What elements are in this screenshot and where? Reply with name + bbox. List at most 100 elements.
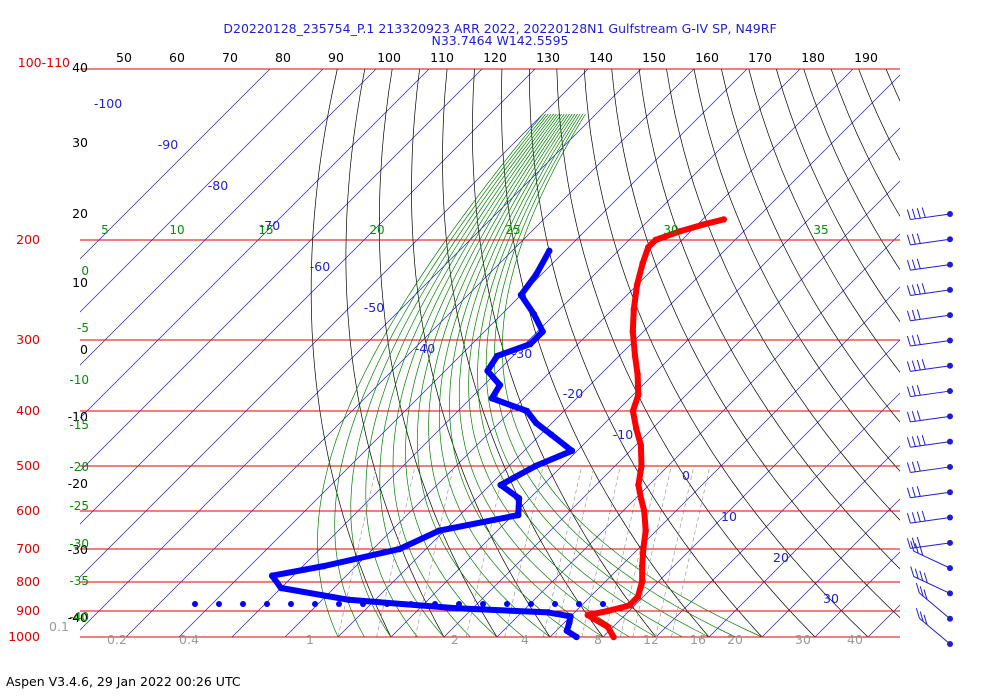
wind-barb-flag: [916, 359, 921, 371]
left-green-label: -10: [69, 373, 89, 387]
pressure-label: 900: [16, 603, 40, 618]
isotherm-line: [814, 551, 900, 638]
left-black-label: 10: [72, 275, 88, 290]
wind-barb-shaft: [910, 390, 951, 398]
temperature-profile-point: [720, 216, 727, 223]
wind-barb-flag: [906, 335, 911, 347]
mixing-ratio-line: [581, 465, 621, 638]
wind-barb-flag: [914, 568, 919, 579]
dry-adiabat-line: [442, 68, 604, 638]
temperature-profile-point: [633, 425, 640, 433]
wind-barb-shaft: [910, 289, 951, 296]
isotherm-line: [655, 392, 900, 638]
left-green-label: -35: [69, 574, 89, 588]
temperature-profile-point: [631, 352, 639, 360]
grid-lines: [80, 68, 900, 638]
wind-barbs: [906, 207, 953, 647]
top-tick-label: 190: [854, 50, 878, 65]
wind-barb-flag: [911, 436, 916, 447]
wind-barb-flag: [911, 512, 916, 523]
software-footer: Aspen V3.4.6, 29 Jan 2022 00:26 UTC: [6, 674, 241, 689]
moist-adiabat-line: [417, 113, 562, 638]
wind-barb-flag: [919, 611, 924, 622]
dewpoint-sample-point: [456, 601, 462, 607]
moist-adiabat-line: [392, 113, 557, 638]
pressure-label: 600: [16, 503, 40, 518]
top-tick-label: 180: [801, 50, 825, 65]
wind-barb-flag: [911, 360, 916, 371]
moist-adiabat-line: [405, 113, 560, 638]
mixing-ratio-label: 0.1: [49, 619, 69, 634]
wind-barb-flag: [916, 258, 921, 269]
dewpoint-profile-point: [497, 481, 504, 489]
wind-barb-flag: [916, 511, 921, 522]
dewpoint-profile-point: [484, 367, 491, 375]
temperature-profile-point: [610, 633, 617, 641]
wind-barb-flag: [921, 434, 926, 446]
dewpoint-profile-point: [345, 596, 352, 603]
mixing-ratio-label: 40: [847, 632, 863, 647]
wind-barb-flag: [914, 543, 919, 554]
temperature-profile-point: [638, 578, 646, 586]
isotherm-label: -10: [613, 427, 633, 442]
isotherm-line: [80, 68, 642, 631]
dewpoint-profile-point: [544, 609, 552, 616]
dry-adiabat-line: [310, 68, 392, 638]
dewpoint-profile-point: [566, 619, 573, 627]
top-tick-label: 120: [483, 50, 507, 65]
moist-adiabat-line: [449, 113, 604, 638]
wind-barb-flag: [911, 208, 916, 220]
isotherm-label: 30: [823, 591, 839, 606]
moist-adiabat-line: [477, 113, 683, 638]
wind-barb-flag: [906, 411, 911, 423]
dry-adiabat-line: [378, 68, 498, 638]
temperature-profile-point: [629, 328, 636, 335]
wind-barb-flag: [906, 538, 911, 549]
temperature-profile-point: [639, 260, 646, 267]
moist-adiabat-line: [428, 113, 565, 638]
mixing-ratio-label: 30: [795, 632, 811, 647]
dewpoint-profile-point: [517, 291, 525, 299]
temperature-profile-point: [634, 593, 641, 601]
dewpoint-profile-point: [530, 310, 537, 318]
dewpoint-sample-point: [240, 601, 246, 607]
wind-barb-flag: [921, 283, 926, 294]
temperature-profile-point: [641, 507, 648, 515]
mixing-ratio-line: [337, 465, 377, 638]
left-green-label: -20: [69, 460, 89, 474]
isotherm-line: [496, 233, 900, 638]
wind-barb-shaft: [913, 550, 951, 569]
dry-adiabat-line: [885, 68, 900, 102]
isotherm-label: -60: [310, 259, 330, 274]
wind-barb-flag: [906, 487, 911, 498]
wind-barb-flag: [906, 209, 911, 220]
isobar-lines: [80, 68, 900, 638]
chart-title-line2: N33.7464 W142.5595: [431, 33, 568, 48]
wind-barb-shaft: [910, 264, 951, 271]
wind-barb-shaft: [919, 617, 951, 645]
dewpoint-sample-point: [600, 601, 606, 607]
pressure-label: 800: [16, 574, 40, 589]
temperature-profile-point: [634, 371, 641, 378]
isotherm-label: -70: [260, 218, 280, 233]
wind-barb-flag: [906, 285, 911, 296]
dry-adiabat-line: [748, 68, 900, 373]
top-tick-label: 130: [536, 50, 560, 65]
wind-barb-flag: [919, 586, 924, 597]
pressure-label: 400: [16, 403, 40, 418]
wind-barb-flag: [921, 510, 926, 522]
wind-barb-flag: [915, 582, 920, 594]
left-green-label: -5: [77, 321, 89, 335]
pressure-label: 700: [16, 541, 40, 556]
dewpoint-profile-point: [532, 462, 539, 470]
isotherm-label: 20: [773, 550, 789, 565]
top-tick-label: 90: [328, 50, 344, 65]
wind-barb-flag: [916, 233, 921, 244]
wind-barb-flag: [910, 566, 915, 577]
dewpoint-profile-point: [268, 572, 276, 579]
mixing-ratio-label: 16: [690, 632, 706, 647]
mixing-ratio-line: [671, 465, 711, 638]
mixing-ratio-label: 0.2: [107, 632, 127, 647]
wind-barb-flag: [906, 512, 911, 524]
left-black-label: 30: [72, 135, 88, 150]
